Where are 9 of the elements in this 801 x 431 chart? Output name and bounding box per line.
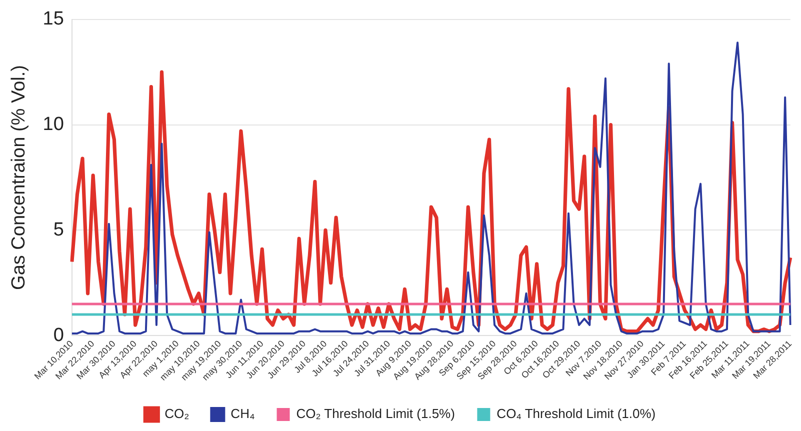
legend-label: CO₄ Threshold Limit (1.0%) [496, 406, 656, 422]
y-tick-label: 0 [53, 324, 64, 346]
y-axis-title: Gas Concentraion (% Vol.) [8, 65, 30, 290]
y-tick-label: 5 [53, 219, 64, 240]
y-tick-label: 10 [42, 114, 64, 136]
legend-label: CO₂ [164, 406, 190, 422]
y-tick-label: 15 [42, 8, 64, 30]
legend-label: CO₂ Threshold Limit (1.5%) [296, 406, 455, 422]
legend-label: CH₄ [230, 406, 255, 422]
